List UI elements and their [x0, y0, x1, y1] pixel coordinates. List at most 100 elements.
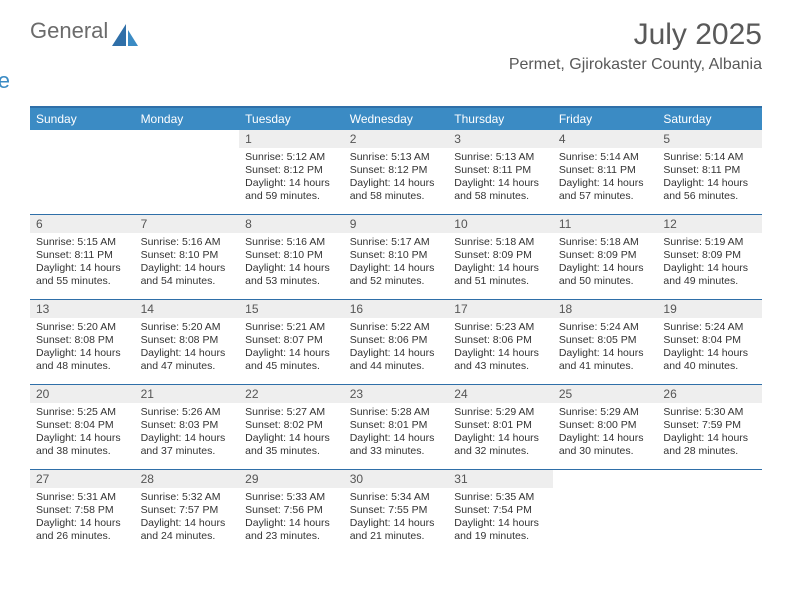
- day-number: 24: [448, 385, 553, 403]
- sunset-text: Sunset: 7:58 PM: [36, 504, 129, 517]
- sunrise-text: Sunrise: 5:22 AM: [350, 321, 443, 334]
- sunset-text: Sunset: 8:12 PM: [350, 164, 443, 177]
- calendar: Sunday Monday Tuesday Wednesday Thursday…: [30, 106, 762, 554]
- weekday-header: Sunday: [30, 108, 135, 130]
- sunrise-text: Sunrise: 5:27 AM: [245, 406, 338, 419]
- sunrise-text: Sunrise: 5:28 AM: [350, 406, 443, 419]
- day-body: Sunrise: 5:32 AMSunset: 7:57 PMDaylight:…: [135, 488, 240, 548]
- sunrise-text: Sunrise: 5:20 AM: [36, 321, 129, 334]
- day-body: Sunrise: 5:20 AMSunset: 8:08 PMDaylight:…: [135, 318, 240, 378]
- sunset-text: Sunset: 8:09 PM: [559, 249, 652, 262]
- sunset-text: Sunset: 7:55 PM: [350, 504, 443, 517]
- day-number: 4: [553, 130, 658, 148]
- sunrise-text: Sunrise: 5:18 AM: [454, 236, 547, 249]
- day-cell: 8Sunrise: 5:16 AMSunset: 8:10 PMDaylight…: [239, 215, 344, 299]
- sunrise-text: Sunrise: 5:15 AM: [36, 236, 129, 249]
- sunset-text: Sunset: 8:00 PM: [559, 419, 652, 432]
- sunrise-text: Sunrise: 5:32 AM: [141, 491, 234, 504]
- sunrise-text: Sunrise: 5:24 AM: [559, 321, 652, 334]
- sunrise-text: Sunrise: 5:34 AM: [350, 491, 443, 504]
- day-number: 9: [344, 215, 449, 233]
- daylight-text: Daylight: 14 hours and 52 minutes.: [350, 262, 443, 288]
- logo-text-general: General: [30, 18, 108, 44]
- logo: General Blue: [30, 18, 138, 94]
- sunset-text: Sunset: 8:11 PM: [559, 164, 652, 177]
- sunrise-text: Sunrise: 5:29 AM: [559, 406, 652, 419]
- day-cell: 28Sunrise: 5:32 AMSunset: 7:57 PMDayligh…: [135, 470, 240, 554]
- day-number: 23: [344, 385, 449, 403]
- sunset-text: Sunset: 8:06 PM: [350, 334, 443, 347]
- day-cell: 19Sunrise: 5:24 AMSunset: 8:04 PMDayligh…: [657, 300, 762, 384]
- day-number: 6: [30, 215, 135, 233]
- day-cell: 20Sunrise: 5:25 AMSunset: 8:04 PMDayligh…: [30, 385, 135, 469]
- daylight-text: Daylight: 14 hours and 55 minutes.: [36, 262, 129, 288]
- sunrise-text: Sunrise: 5:14 AM: [559, 151, 652, 164]
- day-cell: 9Sunrise: 5:17 AMSunset: 8:10 PMDaylight…: [344, 215, 449, 299]
- day-number: 13: [30, 300, 135, 318]
- sunset-text: Sunset: 8:01 PM: [350, 419, 443, 432]
- day-body: Sunrise: 5:14 AMSunset: 8:11 PMDaylight:…: [553, 148, 658, 208]
- sunset-text: Sunset: 7:54 PM: [454, 504, 547, 517]
- day-number: 25: [553, 385, 658, 403]
- sunset-text: Sunset: 8:10 PM: [141, 249, 234, 262]
- sunrise-text: Sunrise: 5:25 AM: [36, 406, 129, 419]
- day-body: Sunrise: 5:18 AMSunset: 8:09 PMDaylight:…: [553, 233, 658, 293]
- weekday-header: Saturday: [657, 108, 762, 130]
- day-cell: 2Sunrise: 5:13 AMSunset: 8:12 PMDaylight…: [344, 130, 449, 214]
- day-body: Sunrise: 5:33 AMSunset: 7:56 PMDaylight:…: [239, 488, 344, 548]
- sunset-text: Sunset: 8:08 PM: [36, 334, 129, 347]
- sunrise-text: Sunrise: 5:17 AM: [350, 236, 443, 249]
- day-cell: 29Sunrise: 5:33 AMSunset: 7:56 PMDayligh…: [239, 470, 344, 554]
- day-cell: [553, 470, 658, 554]
- weekday-header: Monday: [135, 108, 240, 130]
- sunset-text: Sunset: 8:06 PM: [454, 334, 547, 347]
- daylight-text: Daylight: 14 hours and 32 minutes.: [454, 432, 547, 458]
- day-cell: 23Sunrise: 5:28 AMSunset: 8:01 PMDayligh…: [344, 385, 449, 469]
- day-cell: 16Sunrise: 5:22 AMSunset: 8:06 PMDayligh…: [344, 300, 449, 384]
- day-cell: 22Sunrise: 5:27 AMSunset: 8:02 PMDayligh…: [239, 385, 344, 469]
- sunrise-text: Sunrise: 5:20 AM: [141, 321, 234, 334]
- week-row: 6Sunrise: 5:15 AMSunset: 8:11 PMDaylight…: [30, 214, 762, 299]
- sunrise-text: Sunrise: 5:29 AM: [454, 406, 547, 419]
- sunset-text: Sunset: 7:56 PM: [245, 504, 338, 517]
- logo-sail-icon: [112, 24, 138, 46]
- weekday-header: Thursday: [448, 108, 553, 130]
- day-number: 15: [239, 300, 344, 318]
- day-number: 29: [239, 470, 344, 488]
- sunset-text: Sunset: 8:07 PM: [245, 334, 338, 347]
- day-number: 14: [135, 300, 240, 318]
- daylight-text: Daylight: 14 hours and 28 minutes.: [663, 432, 756, 458]
- day-number: 19: [657, 300, 762, 318]
- sunset-text: Sunset: 8:09 PM: [454, 249, 547, 262]
- day-number: [657, 470, 762, 488]
- day-number: 8: [239, 215, 344, 233]
- day-cell: [657, 470, 762, 554]
- day-body: Sunrise: 5:16 AMSunset: 8:10 PMDaylight:…: [135, 233, 240, 293]
- sunrise-text: Sunrise: 5:30 AM: [663, 406, 756, 419]
- daylight-text: Daylight: 14 hours and 54 minutes.: [141, 262, 234, 288]
- day-body: Sunrise: 5:27 AMSunset: 8:02 PMDaylight:…: [239, 403, 344, 463]
- day-cell: 21Sunrise: 5:26 AMSunset: 8:03 PMDayligh…: [135, 385, 240, 469]
- sunset-text: Sunset: 8:01 PM: [454, 419, 547, 432]
- sunrise-text: Sunrise: 5:24 AM: [663, 321, 756, 334]
- daylight-text: Daylight: 14 hours and 35 minutes.: [245, 432, 338, 458]
- weekday-header: Friday: [553, 108, 658, 130]
- sunset-text: Sunset: 7:57 PM: [141, 504, 234, 517]
- sunrise-text: Sunrise: 5:13 AM: [350, 151, 443, 164]
- sunset-text: Sunset: 8:09 PM: [663, 249, 756, 262]
- sunset-text: Sunset: 8:11 PM: [454, 164, 547, 177]
- weekday-header-row: Sunday Monday Tuesday Wednesday Thursday…: [30, 108, 762, 130]
- day-cell: 5Sunrise: 5:14 AMSunset: 8:11 PMDaylight…: [657, 130, 762, 214]
- daylight-text: Daylight: 14 hours and 23 minutes.: [245, 517, 338, 543]
- day-body: Sunrise: 5:24 AMSunset: 8:04 PMDaylight:…: [657, 318, 762, 378]
- weeks-container: 1Sunrise: 5:12 AMSunset: 8:12 PMDaylight…: [30, 130, 762, 554]
- daylight-text: Daylight: 14 hours and 40 minutes.: [663, 347, 756, 373]
- sunset-text: Sunset: 8:11 PM: [36, 249, 129, 262]
- day-cell: 13Sunrise: 5:20 AMSunset: 8:08 PMDayligh…: [30, 300, 135, 384]
- day-number: 11: [553, 215, 658, 233]
- daylight-text: Daylight: 14 hours and 33 minutes.: [350, 432, 443, 458]
- day-body: Sunrise: 5:28 AMSunset: 8:01 PMDaylight:…: [344, 403, 449, 463]
- daylight-text: Daylight: 14 hours and 24 minutes.: [141, 517, 234, 543]
- day-number: 26: [657, 385, 762, 403]
- day-cell: 31Sunrise: 5:35 AMSunset: 7:54 PMDayligh…: [448, 470, 553, 554]
